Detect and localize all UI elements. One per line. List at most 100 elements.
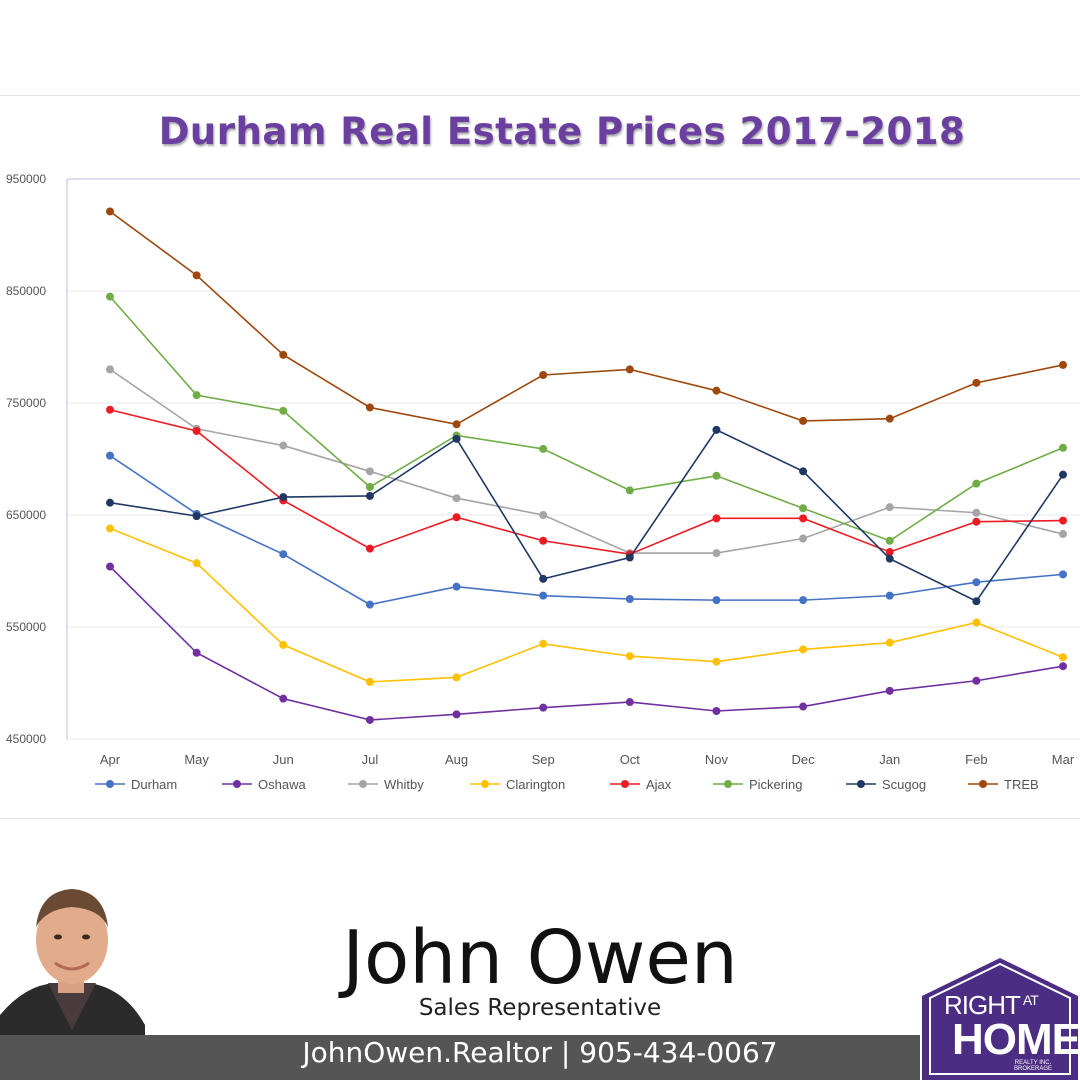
data-point-oshawa xyxy=(452,710,461,719)
data-point-durham xyxy=(365,600,374,609)
chart-area: Durham Real Estate Prices 2017-2018 9500… xyxy=(0,95,1080,819)
data-point-durham xyxy=(625,595,634,603)
data-point-pickering xyxy=(885,536,894,545)
y-tick-label: 550000 xyxy=(6,620,46,634)
data-point-ajax xyxy=(972,517,981,526)
data-point-clarington xyxy=(279,640,288,649)
agent-name: John Owen xyxy=(342,915,738,1001)
data-point-whitby xyxy=(799,534,808,543)
data-point-pickering xyxy=(1059,443,1067,452)
data-point-oshawa xyxy=(625,698,634,707)
x-tick-label: Sep xyxy=(532,752,555,767)
data-point-treb xyxy=(539,371,548,379)
x-tick-label: Dec xyxy=(792,752,816,767)
legend-swatch-marker xyxy=(359,780,367,788)
data-point-durham xyxy=(539,591,548,600)
series-line-oshawa xyxy=(109,565,1064,721)
data-point-clarington xyxy=(106,524,114,533)
data-point-whitby xyxy=(452,494,461,503)
data-point-durham xyxy=(106,451,114,460)
y-tick-label: 950000 xyxy=(6,172,46,186)
data-point-treb xyxy=(1059,360,1067,369)
data-point-pickering xyxy=(106,292,114,301)
data-point-treb xyxy=(106,207,114,216)
data-point-treb xyxy=(712,386,721,395)
logo-text-brokerage: REALTY INC. BROKERAGE xyxy=(1014,1060,1053,1072)
legend-label: Pickering xyxy=(749,777,802,792)
series-line-treb xyxy=(109,210,1064,426)
data-point-whitby xyxy=(972,508,981,517)
data-point-pickering xyxy=(972,479,981,488)
series-line-durham xyxy=(109,454,1064,606)
legend-swatch-marker xyxy=(857,780,865,788)
data-point-whitby xyxy=(1059,530,1067,539)
data-point-durham xyxy=(1059,570,1067,579)
agent-role: Sales Representative xyxy=(418,995,662,1021)
data-point-treb xyxy=(799,416,808,425)
data-point-clarington xyxy=(1059,653,1067,662)
y-tick-label: 450000 xyxy=(6,732,46,746)
legend-label: Clarington xyxy=(506,777,565,792)
data-point-treb xyxy=(279,350,288,359)
data-point-clarington xyxy=(452,673,461,682)
data-point-durham xyxy=(885,591,894,600)
data-point-scugog xyxy=(539,574,548,583)
data-point-scugog xyxy=(279,493,288,502)
data-point-ajax xyxy=(106,405,114,414)
data-point-durham xyxy=(452,582,461,591)
data-point-clarington xyxy=(625,652,634,661)
data-point-durham xyxy=(279,550,288,559)
data-point-oshawa xyxy=(885,686,894,695)
data-point-oshawa xyxy=(972,676,981,685)
data-point-treb xyxy=(885,414,894,423)
data-point-scugog xyxy=(365,491,374,500)
series-line-ajax xyxy=(109,408,1064,556)
data-point-oshawa xyxy=(799,702,808,711)
x-tick-label: Jul xyxy=(362,752,379,767)
legend-label: TREB xyxy=(1004,777,1039,792)
legend-swatch-marker xyxy=(621,780,629,788)
legend-swatch-marker xyxy=(481,780,489,788)
data-point-ajax xyxy=(365,544,374,553)
data-point-ajax xyxy=(1059,516,1067,525)
x-tick-label: Mar xyxy=(1052,752,1075,767)
data-point-treb xyxy=(365,403,374,412)
data-point-clarington xyxy=(192,559,201,568)
data-point-scugog xyxy=(625,553,634,562)
data-point-oshawa xyxy=(365,715,374,724)
data-point-oshawa xyxy=(1059,662,1067,671)
data-point-scugog xyxy=(712,425,721,434)
data-point-clarington xyxy=(365,677,374,686)
legend-swatch-marker xyxy=(724,780,732,788)
right-at-home-logo xyxy=(922,958,1078,1080)
logo-text-right: RIGHT AT xyxy=(944,990,1039,1020)
x-tick-label: Apr xyxy=(100,752,121,767)
legend-label: Oshawa xyxy=(258,777,306,792)
x-tick-label: Jan xyxy=(879,752,900,767)
data-point-scugog xyxy=(885,554,894,563)
data-point-clarington xyxy=(539,639,548,648)
data-point-whitby xyxy=(885,503,894,512)
data-point-pickering xyxy=(365,483,374,491)
data-point-pickering xyxy=(625,486,634,495)
legend-label: Durham xyxy=(131,777,177,792)
legend-swatch-marker xyxy=(233,780,241,788)
data-point-clarington xyxy=(885,638,894,647)
data-point-oshawa xyxy=(192,648,201,657)
x-tick-label: May xyxy=(184,752,209,767)
data-point-pickering xyxy=(712,471,721,480)
data-point-clarington xyxy=(799,645,808,654)
series-line-whitby xyxy=(109,368,1064,554)
data-point-treb xyxy=(192,271,201,280)
series-line-clarington xyxy=(109,527,1064,683)
contact-text: JohnOwen.Realtor | 905-434-0067 xyxy=(302,1036,778,1069)
data-point-scugog xyxy=(452,434,461,443)
x-tick-label: Jun xyxy=(273,752,294,767)
data-point-treb xyxy=(625,365,634,374)
data-point-oshawa xyxy=(539,703,548,712)
chart-title: Durham Real Estate Prices 2017-2018 xyxy=(158,110,966,153)
data-point-pickering xyxy=(279,406,288,415)
data-point-pickering xyxy=(539,444,548,453)
data-point-treb xyxy=(452,420,461,429)
y-tick-label: 850000 xyxy=(6,284,46,298)
